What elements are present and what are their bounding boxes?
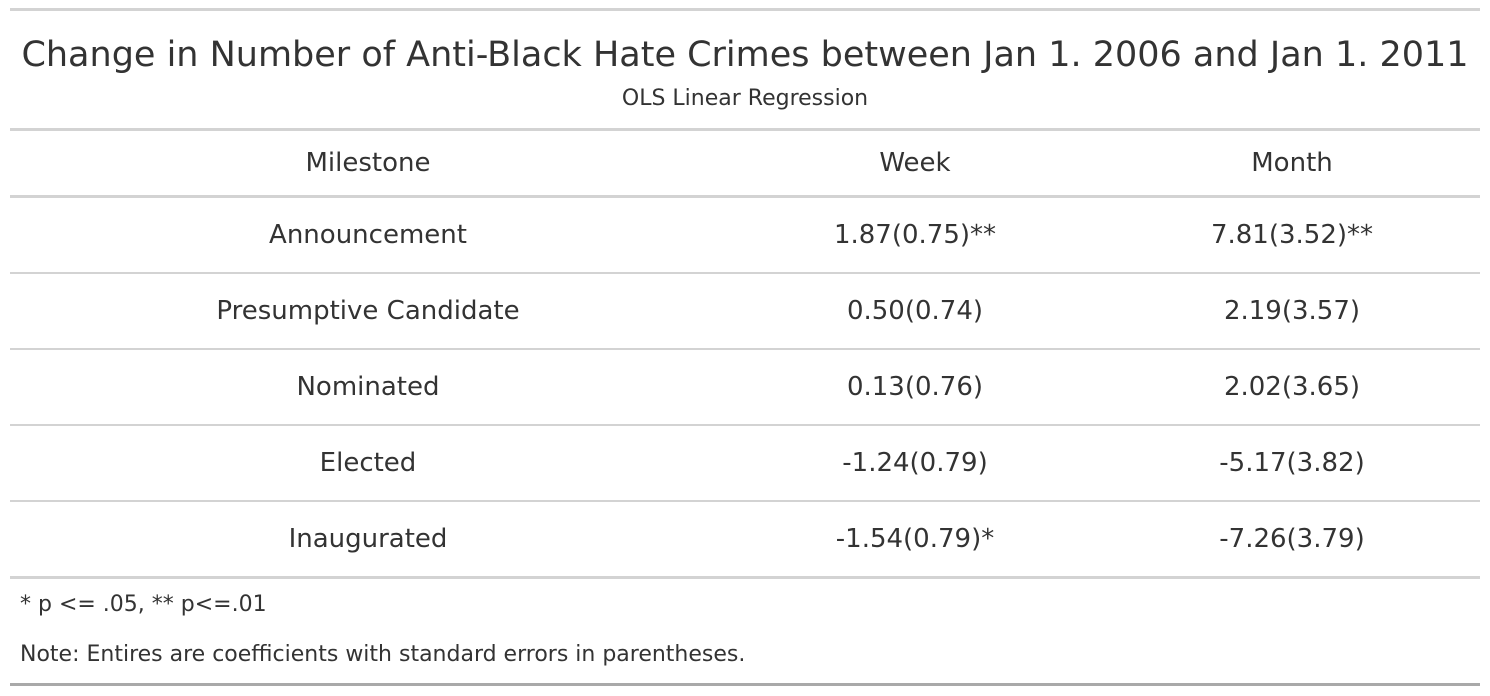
column-header-month: Month — [1104, 131, 1480, 198]
milestone-cell: Nominated — [10, 349, 726, 426]
table-title: Change in Number of Anti-Black Hate Crim… — [21, 35, 1469, 75]
header-row: Milestone Week Month — [10, 131, 1480, 198]
milestone-cell: Announcement — [10, 196, 726, 274]
table-subtitle: OLS Linear Regression — [621, 86, 869, 111]
week-cell: -1.54(0.79)* — [726, 501, 1104, 579]
milestone-cell: Presumptive Candidate — [10, 273, 726, 350]
header-top-rule — [10, 128, 1480, 131]
milestone-cell: Elected — [10, 425, 726, 502]
column-header-milestone: Milestone — [10, 131, 726, 198]
results-table: Milestone Week Month Announcement 1.87(0… — [10, 131, 1480, 579]
month-cell: 7.81(3.52)** — [1104, 196, 1480, 274]
note-footnote: Note: Entires are coefficients with stan… — [20, 642, 746, 667]
table-row: Nominated 0.13(0.76) 2.02(3.65) — [10, 349, 1480, 426]
table-row: Elected -1.24(0.79) -5.17(3.82) — [10, 425, 1480, 502]
week-cell: 0.50(0.74) — [726, 273, 1104, 350]
table-bottom-rule — [10, 683, 1480, 686]
table-row: Inaugurated -1.54(0.79)* -7.26(3.79) — [10, 501, 1480, 579]
month-cell: -7.26(3.79) — [1104, 501, 1480, 579]
significance-footnote: * p <= .05, ** p<=.01 — [20, 592, 267, 617]
month-cell: 2.19(3.57) — [1104, 273, 1480, 350]
milestone-cell: Inaugurated — [10, 501, 726, 579]
week-cell: 0.13(0.76) — [726, 349, 1104, 426]
week-cell: 1.87(0.75)** — [726, 196, 1104, 274]
table-row: Announcement 1.87(0.75)** 7.81(3.52)** — [10, 196, 1480, 274]
regression-table: Change in Number of Anti-Black Hate Crim… — [10, 8, 1480, 686]
table-top-rule — [10, 8, 1480, 11]
month-cell: -5.17(3.82) — [1104, 425, 1480, 502]
table-row: Presumptive Candidate 0.50(0.74) 2.19(3.… — [10, 273, 1480, 350]
column-header-week: Week — [726, 131, 1104, 198]
month-cell: 2.02(3.65) — [1104, 349, 1480, 426]
week-cell: -1.24(0.79) — [726, 425, 1104, 502]
